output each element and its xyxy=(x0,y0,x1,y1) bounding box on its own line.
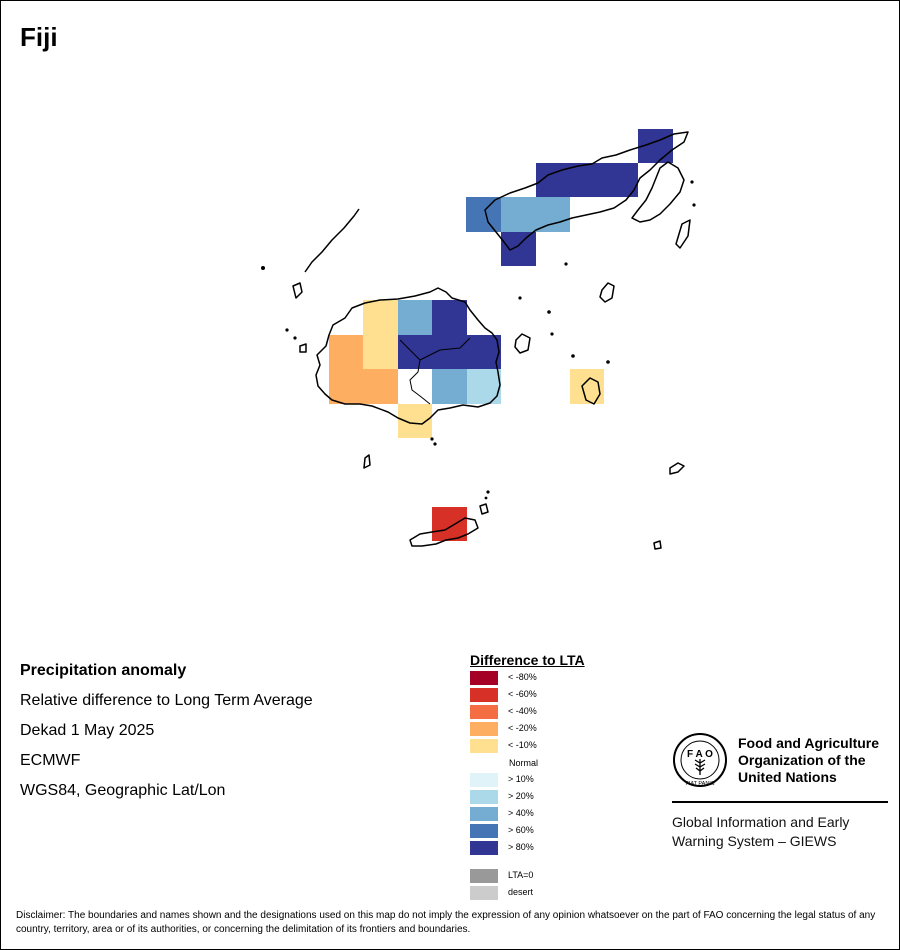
yasawa-chain xyxy=(304,208,360,273)
legend-label: < -40% xyxy=(508,706,537,716)
legend-swatch xyxy=(470,807,498,821)
island xyxy=(292,282,303,299)
legend-item: > 10% xyxy=(470,773,610,788)
viti-levu-coastline xyxy=(315,287,501,425)
grid-cell-lt20 xyxy=(329,335,363,369)
giews-name: Global Information and Early Warning Sys… xyxy=(672,813,892,851)
grid-cell-gt40 xyxy=(432,369,467,404)
legend-label: LTA=0 xyxy=(508,870,534,880)
legend-label: > 40% xyxy=(508,808,534,818)
legend-item: < -20% xyxy=(470,722,610,737)
island xyxy=(479,503,489,515)
island xyxy=(653,540,662,550)
map-canvas xyxy=(261,129,696,550)
legend-item: > 20% xyxy=(470,790,610,805)
grid-cell-lt60 xyxy=(432,507,467,541)
viti-levu-interior-boundary xyxy=(399,337,471,405)
legend-normal-label: Normal xyxy=(509,758,539,768)
legend-label: < -20% xyxy=(508,723,537,733)
grid-cell-lt20 xyxy=(329,369,363,404)
legend-swatch xyxy=(470,886,498,900)
taveuni-coastline xyxy=(631,161,685,223)
fao-motto: FIAT PANIS xyxy=(685,781,714,787)
fao-name-line: Food and Agriculture xyxy=(738,735,880,751)
legend-item: > 60% xyxy=(470,824,610,839)
legend-swatch xyxy=(470,824,498,838)
legend-label: desert xyxy=(508,887,534,897)
legend-swatch xyxy=(470,869,498,883)
info-period: Dekad 1 May 2025 xyxy=(20,722,155,739)
island xyxy=(363,454,371,469)
grid-cell-lt20 xyxy=(363,369,398,404)
legend-swatch xyxy=(470,671,498,685)
island xyxy=(514,333,531,354)
anomaly-grid xyxy=(329,129,673,541)
info-projection: WGS84, Geographic Lat/Lon xyxy=(20,782,226,799)
grid-cell-gt60 xyxy=(466,197,501,232)
kadavu-coastline xyxy=(409,517,479,547)
legend-title: Difference to LTA xyxy=(470,652,585,668)
legend-swatch xyxy=(470,790,498,804)
island xyxy=(599,282,615,303)
legend-item: < -40% xyxy=(470,705,610,720)
legend-swatch xyxy=(470,705,498,719)
fao-logo-icon: F A O FIAT PANIS xyxy=(673,733,727,787)
grid-cell-gt80 xyxy=(501,232,536,266)
island xyxy=(675,219,691,249)
map-title: Fiji xyxy=(20,22,58,52)
fao-name-line: Organization of the xyxy=(738,752,866,768)
legend-label: < -10% xyxy=(508,740,537,750)
legend-label: > 20% xyxy=(508,791,534,801)
legend-label: < -80% xyxy=(508,672,537,682)
grid-cell-gt20 xyxy=(467,369,501,404)
grid-cell-gt40 xyxy=(536,197,570,232)
legend-label: > 10% xyxy=(508,774,534,784)
fao-name-line: United Nations xyxy=(738,769,837,785)
legend-swatch xyxy=(470,722,498,736)
map-info-block: Precipitation anomaly Relative differenc… xyxy=(20,656,313,806)
island xyxy=(669,462,685,475)
legend-swatch xyxy=(470,688,498,702)
island xyxy=(581,377,601,405)
info-description: Relative difference to Long Term Average xyxy=(20,692,313,709)
islet-dots xyxy=(261,180,696,500)
grid-cell-gt40 xyxy=(501,197,536,232)
coastlines xyxy=(292,131,691,550)
grid-cell-gt80 xyxy=(570,163,604,197)
legend-item: > 40% xyxy=(470,807,610,822)
legend-swatch xyxy=(470,773,498,787)
legend-label: > 60% xyxy=(508,825,534,835)
giews-line: Global Information and Early xyxy=(672,814,850,830)
island xyxy=(299,343,307,353)
legend-swatch xyxy=(470,841,498,855)
giews-line: Warning System – GIEWS xyxy=(672,833,837,849)
legend-item: < -10% xyxy=(470,739,610,754)
legend-item: desert xyxy=(470,886,610,901)
fao-divider xyxy=(672,801,888,803)
legend-item: < -80% xyxy=(470,671,610,686)
legend-item: > 80% xyxy=(470,841,610,856)
grid-cell-gt40 xyxy=(398,300,432,335)
vanua-levu-coastline xyxy=(484,131,689,251)
legend-item: LTA=0 xyxy=(470,869,610,884)
legend-label: > 80% xyxy=(508,842,534,852)
grid-cell-gt80 xyxy=(398,335,432,369)
grid-cell-lt10 xyxy=(363,335,398,369)
grid-cell-lt10 xyxy=(363,300,398,335)
disclaimer: Disclaimer: The boundaries and names sho… xyxy=(16,910,876,935)
grid-cell-gt80 xyxy=(467,335,501,369)
info-product: Precipitation anomaly xyxy=(20,662,187,679)
legend-swatch xyxy=(470,739,498,753)
svg-text:F A O: F A O xyxy=(687,749,713,760)
info-source: ECMWF xyxy=(20,752,81,769)
legend-label: < -60% xyxy=(508,689,537,699)
grid-cell-gt80 xyxy=(432,335,467,369)
fao-name: Food and Agriculture Organization of the… xyxy=(738,735,898,786)
legend-item: < -60% xyxy=(470,688,610,703)
grid-cell-gt80 xyxy=(432,300,467,335)
legend: Difference to LTA < -80% < -60% < -40% <… xyxy=(470,652,585,900)
